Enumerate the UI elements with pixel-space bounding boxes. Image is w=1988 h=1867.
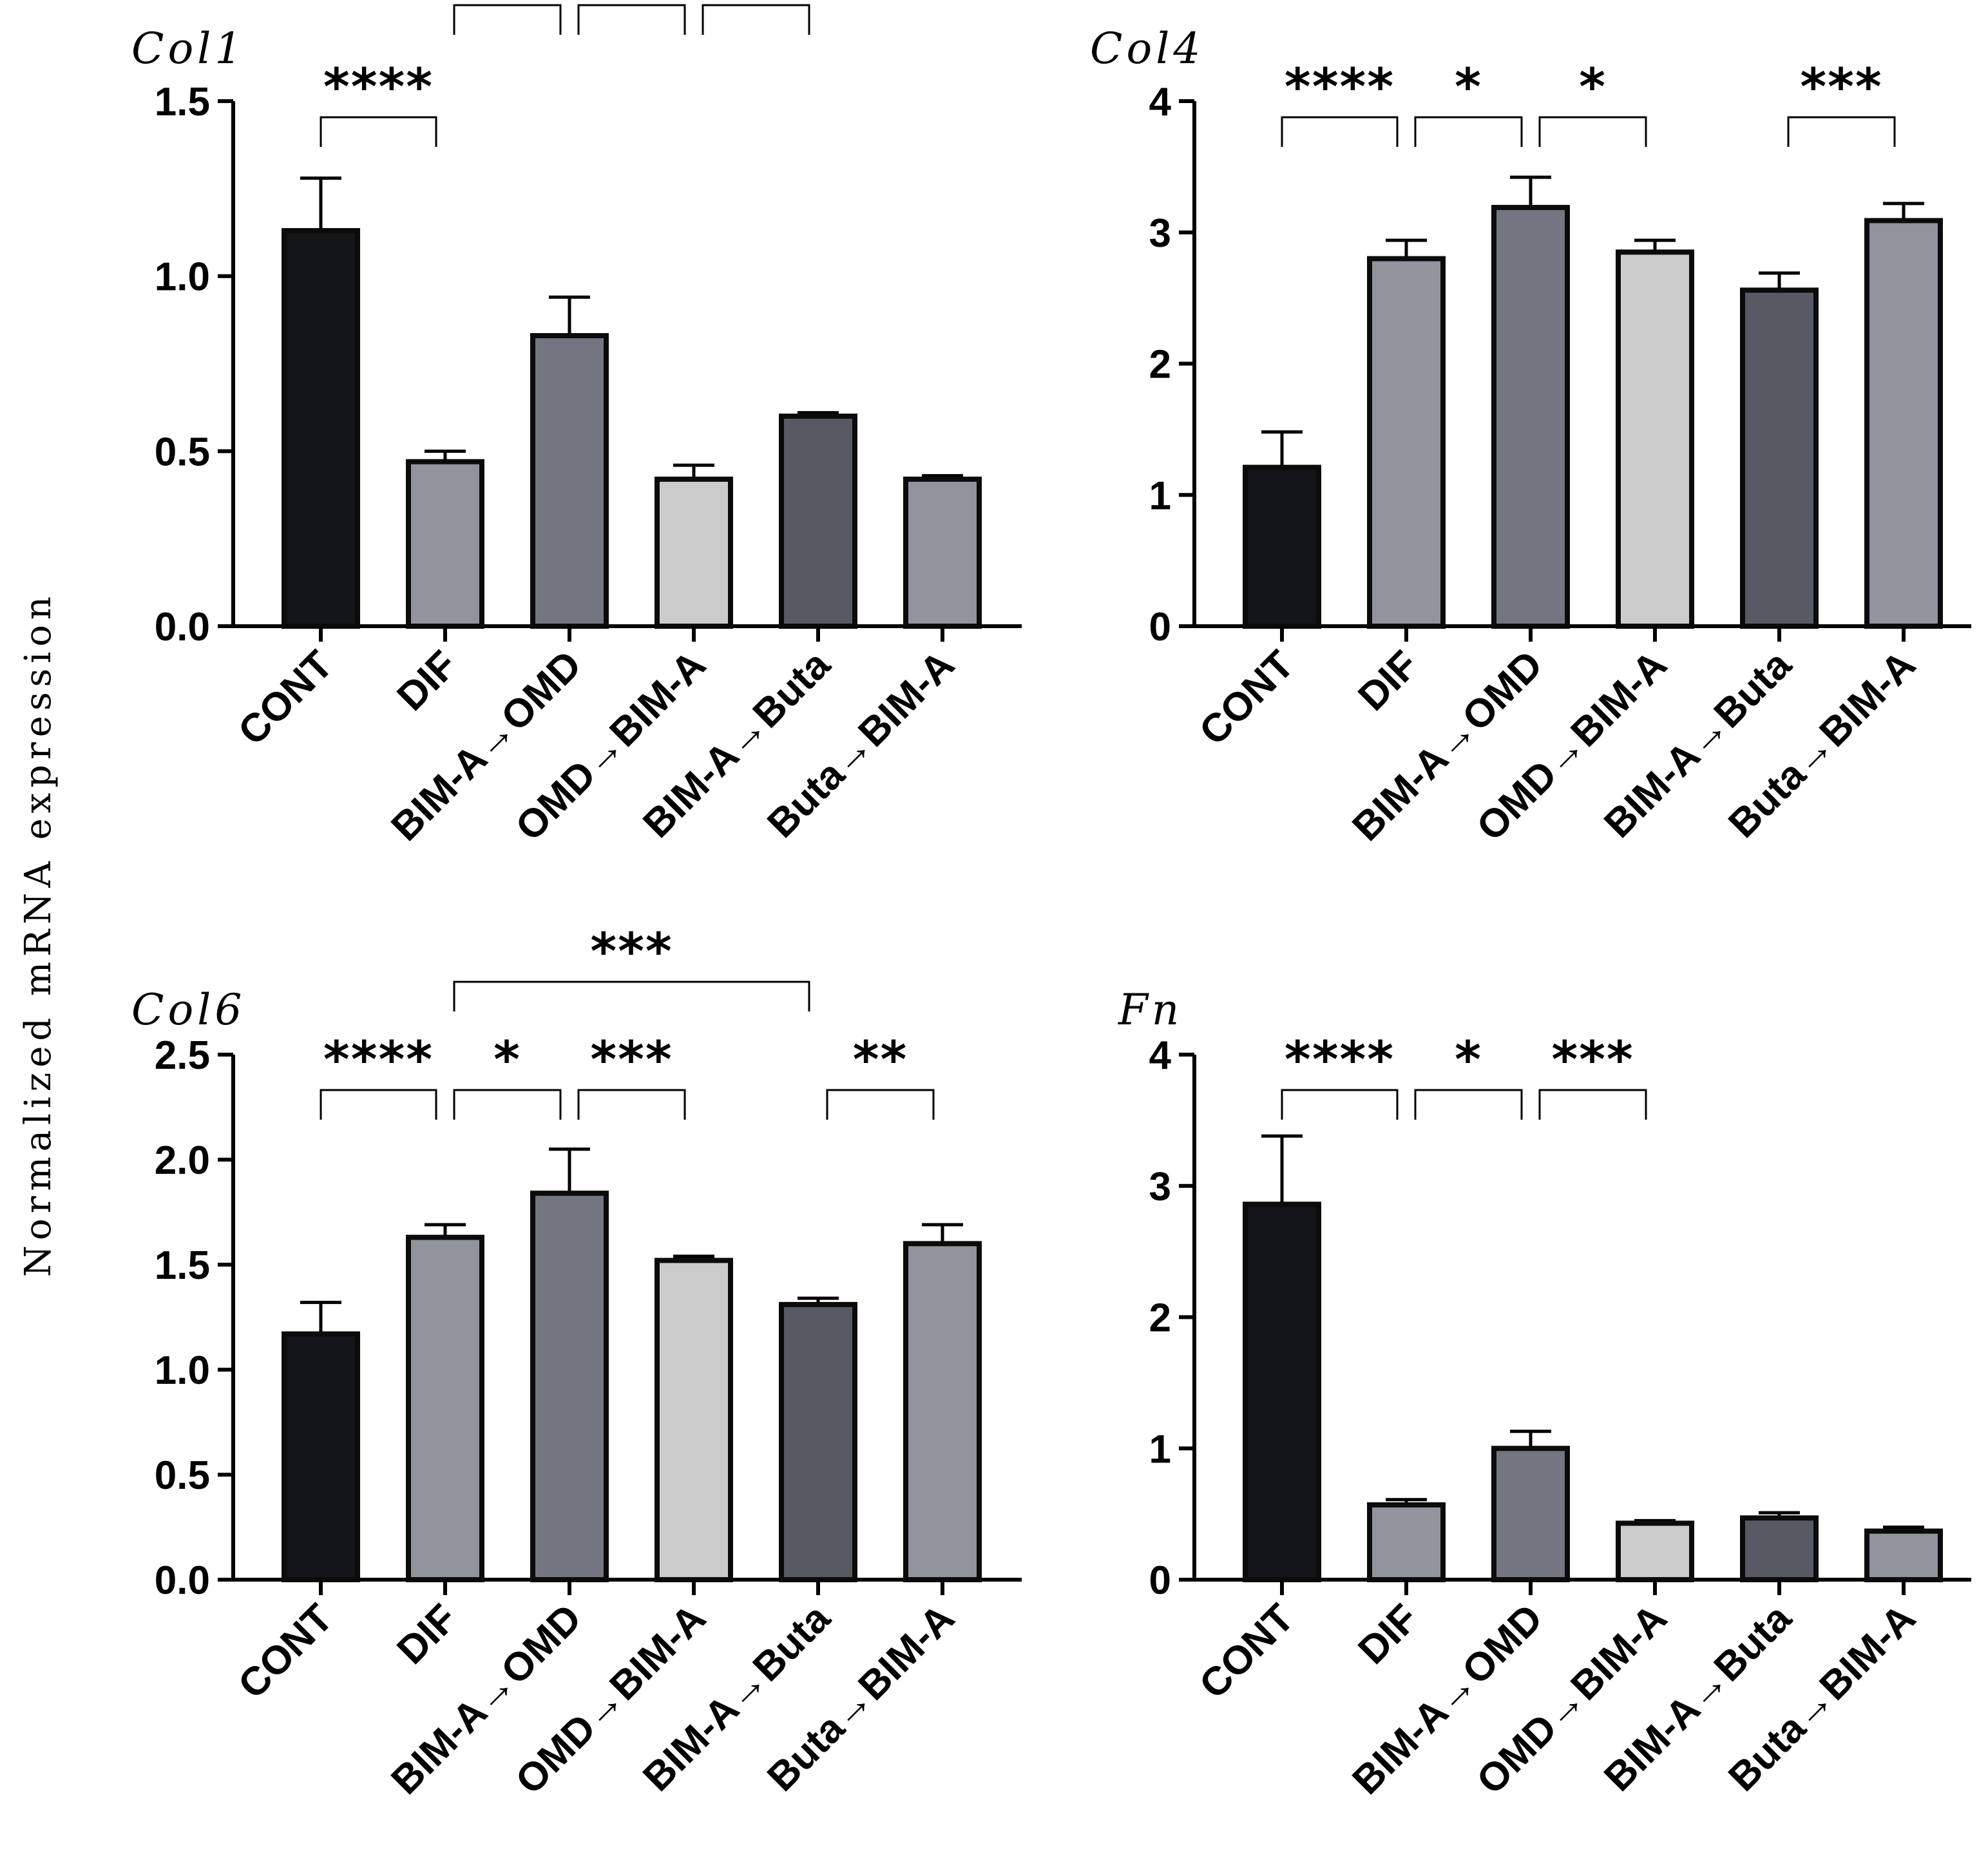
significance-bracket <box>1414 1089 1523 1120</box>
significance-label: **** <box>323 1031 434 1089</box>
y-tick-label: 0.5 <box>155 430 210 474</box>
bar-col1-2 <box>530 333 609 629</box>
significance-label: **** <box>1285 1031 1395 1089</box>
x-tick-label: CONT <box>230 1596 341 1707</box>
y-tick-label: 3 <box>1149 211 1171 256</box>
y-tick-label: 1 <box>1149 1427 1171 1471</box>
bar-col4-5 <box>1864 218 1943 629</box>
bar-col1-3 <box>655 476 733 629</box>
bar-fn-3 <box>1616 1520 1694 1582</box>
significance-label: * <box>493 1031 521 1089</box>
y-tick-label: 0.0 <box>155 605 210 649</box>
significance-bracket <box>453 1089 562 1120</box>
bar-col4-2 <box>1491 205 1570 629</box>
panel-title: Col1 <box>131 24 245 73</box>
significance-bracket <box>702 4 810 35</box>
significance-label: *** <box>590 923 673 981</box>
significance-label: ** <box>853 1031 908 1089</box>
significance-bracket <box>320 1089 437 1120</box>
bar-col4-3 <box>1616 249 1694 629</box>
x-tick-label: DIF <box>1350 642 1426 719</box>
bar-col6-3 <box>655 1258 733 1582</box>
bar-fn-1 <box>1367 1502 1446 1583</box>
bar-col6-1 <box>406 1234 484 1582</box>
y-tick-label: 3 <box>1149 1165 1171 1209</box>
x-tick-label: CONT <box>1191 642 1303 754</box>
significance-label: **** <box>1285 59 1395 117</box>
bar-fn-0 <box>1243 1202 1321 1582</box>
bar-col4-4 <box>1740 287 1819 629</box>
significance-label: ** <box>729 0 784 5</box>
bar-col4-0 <box>1243 464 1321 629</box>
x-tick-label: DIF <box>388 1596 465 1672</box>
y-tick-label: 1.5 <box>155 1243 210 1288</box>
significance-label: *** <box>590 1031 673 1089</box>
significance-bracket <box>1281 1089 1399 1120</box>
significance-bracket <box>826 1089 935 1120</box>
y-tick-label: 1.5 <box>155 80 210 124</box>
x-tick-label: CONT <box>1191 1596 1303 1707</box>
significance-label: **** <box>452 0 562 5</box>
y-tick-label: 0 <box>1149 1558 1171 1603</box>
y-axis-title: Normalized mRNA expression <box>17 591 59 1277</box>
y-tick-label: 1.0 <box>155 1348 210 1393</box>
bar-fn-4 <box>1740 1515 1819 1583</box>
significance-bracket <box>577 4 686 35</box>
significance-bracket <box>1787 116 1896 147</box>
significance-label: * <box>1579 59 1607 117</box>
y-tick-label: 0.5 <box>155 1453 210 1498</box>
significance-bracket <box>1538 1089 1647 1120</box>
y-tick-label: 2.5 <box>155 1033 210 1078</box>
significance-bracket <box>1414 116 1523 147</box>
significance-bracket <box>1538 116 1647 147</box>
bar-col1-0 <box>282 228 360 629</box>
significance-label: * <box>1455 1031 1482 1089</box>
bar-col1-4 <box>779 414 857 629</box>
bar-col1-5 <box>903 476 982 629</box>
y-tick-label: 1.0 <box>155 255 210 300</box>
bar-col1-1 <box>406 459 484 629</box>
x-tick-label: DIF <box>388 642 465 719</box>
y-tick-label: 2 <box>1149 1296 1171 1341</box>
significance-label: **** <box>577 0 687 5</box>
significance-label: * <box>1455 59 1482 117</box>
bar-fn-5 <box>1864 1528 1943 1583</box>
significance-bracket <box>453 981 810 1011</box>
panel-title: Col4 <box>1090 24 1204 73</box>
y-tick-label: 2.0 <box>155 1138 210 1183</box>
y-tick-label: 0.0 <box>155 1558 210 1603</box>
bar-col6-2 <box>530 1191 609 1583</box>
panel-title: Col6 <box>131 985 245 1035</box>
y-tick-label: 1 <box>1149 474 1171 518</box>
significance-bracket <box>1281 116 1399 147</box>
bar-col4-1 <box>1367 256 1446 629</box>
panel-title: Fn <box>1118 985 1183 1035</box>
bar-col6-4 <box>779 1301 857 1582</box>
significance-bracket <box>577 1089 686 1120</box>
x-tick-label: CONT <box>230 642 341 754</box>
y-tick-label: 2 <box>1149 343 1171 387</box>
y-tick-label: 4 <box>1149 1033 1172 1078</box>
significance-label: *** <box>1800 59 1882 117</box>
x-tick-label: DIF <box>1350 1596 1426 1672</box>
y-tick-label: 0 <box>1149 605 1171 649</box>
significance-label: *** <box>1551 1031 1634 1089</box>
bar-col6-0 <box>282 1331 360 1583</box>
significance-label: **** <box>323 59 434 117</box>
significance-bracket <box>453 4 562 35</box>
bar-col6-5 <box>903 1241 982 1582</box>
y-tick-label: 4 <box>1149 80 1172 124</box>
significance-bracket <box>320 116 437 147</box>
bar-fn-2 <box>1491 1446 1570 1582</box>
